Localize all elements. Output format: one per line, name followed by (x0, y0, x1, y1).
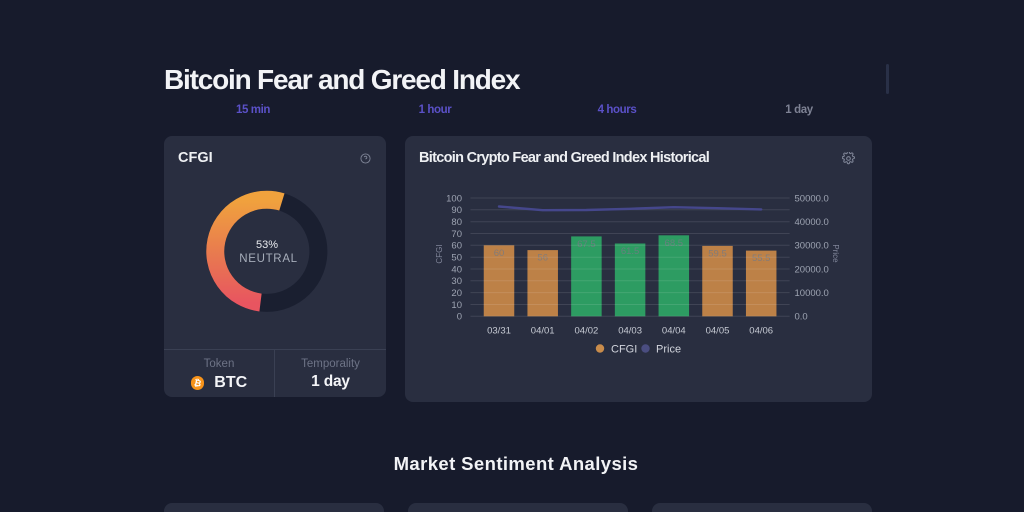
svg-text:03/31: 03/31 (487, 325, 511, 336)
svg-text:CFGI: CFGI (435, 244, 444, 263)
svg-text:100: 100 (446, 193, 462, 204)
svg-text:04/02: 04/02 (575, 325, 599, 336)
svg-text:50000.0: 50000.0 (795, 193, 829, 204)
svg-text:67.5: 67.5 (577, 239, 596, 250)
svg-text:Price: Price (831, 244, 840, 263)
svg-text:0: 0 (457, 312, 462, 323)
svg-text:04/05: 04/05 (706, 325, 730, 336)
svg-text:04/03: 04/03 (618, 325, 642, 336)
svg-text:04/06: 04/06 (749, 325, 773, 336)
svg-text:04/04: 04/04 (662, 325, 686, 336)
svg-text:04/01: 04/01 (531, 325, 555, 336)
svg-text:90: 90 (451, 205, 462, 216)
svg-text:40000.0: 40000.0 (795, 217, 829, 228)
svg-text:CFGI: CFGI (611, 343, 637, 355)
svg-text:60: 60 (494, 248, 505, 259)
svg-text:80: 80 (451, 217, 462, 228)
svg-text:30: 30 (451, 276, 462, 287)
svg-text:Price: Price (656, 343, 681, 355)
svg-text:59.5: 59.5 (708, 248, 727, 259)
svg-text:70: 70 (451, 229, 462, 240)
svg-text:61.5: 61.5 (621, 246, 640, 257)
svg-text:55.5: 55.5 (752, 253, 771, 264)
svg-text:40: 40 (451, 264, 462, 275)
svg-text:10: 10 (451, 300, 462, 311)
svg-text:10000.0: 10000.0 (795, 288, 829, 299)
svg-text:20000.0: 20000.0 (795, 264, 829, 275)
svg-text:68.5: 68.5 (665, 238, 684, 249)
svg-text:50: 50 (451, 253, 462, 264)
svg-text:60: 60 (451, 241, 462, 252)
svg-text:20: 20 (451, 288, 462, 299)
svg-text:30000.0: 30000.0 (795, 241, 829, 252)
svg-text:56: 56 (537, 253, 548, 264)
svg-text:0.0: 0.0 (795, 312, 808, 323)
